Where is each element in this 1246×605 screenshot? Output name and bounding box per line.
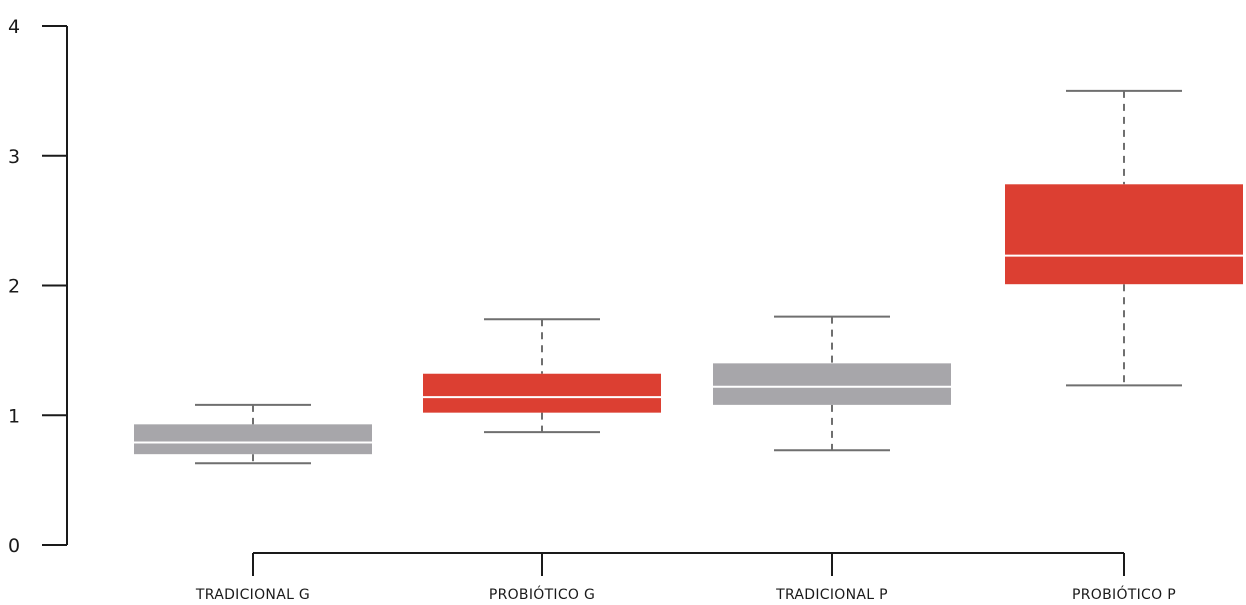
- boxes: [134, 89, 1243, 465]
- box-rect-1: [423, 373, 661, 413]
- box-3: [1005, 89, 1243, 387]
- x-tick-label-1: PROBIÓTICO G: [489, 585, 595, 603]
- box-rect-2: [713, 363, 951, 405]
- y-tick-label-4: 4: [8, 16, 20, 38]
- box-rect-3: [1005, 184, 1243, 285]
- y-tick-label-3: 3: [8, 146, 20, 168]
- x-tick-label-2: TRADICIONAL P: [775, 587, 888, 603]
- x-axis: TRADICIONAL G PROBIÓTICO G TRADICIONAL P PR…: [195, 552, 1176, 603]
- box-rect-0: [134, 424, 372, 455]
- y-tick-label-0: 0: [8, 535, 20, 557]
- x-tick-label-0: TRADICIONAL G: [195, 587, 310, 603]
- box-1: [423, 318, 661, 434]
- box-0: [134, 403, 372, 465]
- y-tick-label-2: 2: [8, 276, 20, 298]
- y-tick-label-1: 1: [8, 405, 20, 427]
- y-axis: 0 1 2 3 4: [8, 16, 68, 557]
- x-tick-label-3: PROBIÓTICO P: [1072, 585, 1176, 603]
- box-2: [713, 315, 951, 452]
